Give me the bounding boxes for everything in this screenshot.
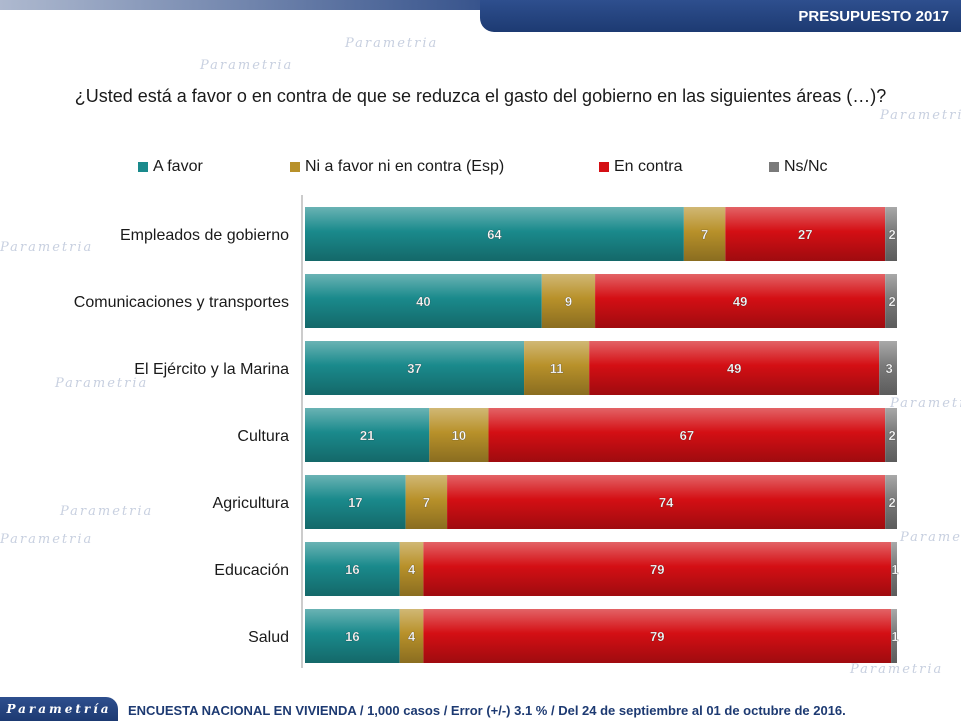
bar-segment bbox=[488, 408, 886, 462]
data-label: 67 bbox=[680, 428, 694, 443]
data-label: 79 bbox=[650, 562, 664, 577]
data-label: 7 bbox=[423, 495, 430, 510]
data-label: 27 bbox=[798, 227, 812, 242]
bar-segment bbox=[423, 609, 892, 663]
watermark: Parametria bbox=[0, 240, 94, 255]
legend-swatch bbox=[290, 162, 300, 172]
legend-label: Ni a favor ni en contra (Esp) bbox=[305, 158, 505, 175]
legend-item-en-contra: En contra bbox=[599, 158, 682, 176]
data-label: 1 bbox=[891, 629, 898, 644]
data-label: 40 bbox=[416, 294, 430, 309]
bar-segment bbox=[447, 475, 886, 529]
bar-segment bbox=[885, 274, 897, 328]
chart-legend: A favor Ni a favor ni en contra (Esp) En… bbox=[0, 158, 961, 180]
legend-label: A favor bbox=[153, 158, 203, 175]
category-label: El Ejército y la Marina bbox=[134, 361, 289, 378]
legend-item-ns-nc: Ns/Nc bbox=[769, 158, 828, 176]
watermark: Parametria bbox=[850, 662, 944, 677]
data-label: 16 bbox=[345, 629, 359, 644]
watermark: Parametria bbox=[60, 504, 154, 519]
bar-segment bbox=[305, 408, 430, 462]
bar-segment bbox=[683, 207, 726, 261]
legend-swatch bbox=[599, 162, 609, 172]
legend-label: Ns/Nc bbox=[784, 158, 828, 175]
bar-segment bbox=[885, 408, 897, 462]
data-label: 79 bbox=[650, 629, 664, 644]
data-label: 2 bbox=[888, 227, 895, 242]
data-label: 3 bbox=[886, 361, 893, 376]
report-badge: PRESUPUESTO 2017 bbox=[480, 0, 961, 32]
chart-title: ¿Usted está a favor o en contra de que s… bbox=[74, 86, 887, 106]
bar-segment bbox=[399, 542, 424, 596]
data-label: 9 bbox=[565, 294, 572, 309]
bar-segment bbox=[305, 609, 400, 663]
watermark: Parametria bbox=[880, 108, 961, 123]
legend-label: En contra bbox=[614, 158, 683, 175]
data-label: 10 bbox=[452, 428, 466, 443]
category-label: Salud bbox=[248, 629, 289, 646]
report-badge-label: PRESUPUESTO 2017 bbox=[798, 7, 949, 25]
bar-segment bbox=[885, 475, 897, 529]
bar-segment bbox=[405, 475, 448, 529]
watermark: Parametria bbox=[200, 58, 294, 73]
data-label: 17 bbox=[348, 495, 362, 510]
stacked-bar-chart: Empleados de gobierno 64 7 27 2Comunicacione… bbox=[74, 195, 899, 668]
data-label: 21 bbox=[360, 428, 374, 443]
category-label: Comunicaciones y transportes bbox=[74, 294, 289, 311]
data-label: 1 bbox=[891, 562, 898, 577]
bar-segment bbox=[423, 542, 892, 596]
watermark: Parametria bbox=[55, 376, 149, 391]
bar-segment bbox=[541, 274, 596, 328]
footer-logo: Parametría bbox=[0, 697, 118, 721]
data-label: 49 bbox=[727, 361, 741, 376]
bar-segment bbox=[305, 341, 525, 395]
legend-swatch bbox=[769, 162, 779, 172]
watermark: Parametria bbox=[890, 396, 961, 411]
legend-item-neutral: Ni a favor ni en contra (Esp) bbox=[290, 158, 504, 176]
data-label: 37 bbox=[407, 361, 421, 376]
bar-segment bbox=[305, 475, 406, 529]
bar-segment bbox=[891, 609, 897, 663]
bar-segment bbox=[305, 274, 542, 328]
watermark: Parametria bbox=[345, 36, 439, 51]
bar-segment bbox=[305, 542, 400, 596]
bar-segment bbox=[595, 274, 886, 328]
watermark: Parametria bbox=[900, 530, 961, 545]
data-label: 2 bbox=[888, 294, 895, 309]
data-label: 16 bbox=[345, 562, 359, 577]
watermark: Parametria bbox=[0, 532, 94, 547]
bar-segment bbox=[891, 542, 897, 596]
category-label: Agricultura bbox=[213, 495, 290, 512]
data-label: 64 bbox=[487, 227, 502, 242]
bar-segment bbox=[589, 341, 880, 395]
bar-segment bbox=[305, 207, 684, 261]
data-label: 74 bbox=[659, 495, 674, 510]
data-label: 2 bbox=[888, 495, 895, 510]
data-label: 2 bbox=[888, 428, 895, 443]
data-label: 4 bbox=[408, 562, 416, 577]
legend-swatch bbox=[138, 162, 148, 172]
bar-segment bbox=[524, 341, 590, 395]
bar-segment bbox=[885, 207, 897, 261]
category-label: Cultura bbox=[237, 428, 289, 445]
bar-segment bbox=[879, 341, 897, 395]
category-label: Empleados de gobierno bbox=[120, 227, 289, 244]
data-label: 7 bbox=[701, 227, 708, 242]
bar-segment bbox=[399, 609, 424, 663]
footer-note: ENCUESTA NACIONAL EN VIVIENDA / 1,000 ca… bbox=[128, 703, 846, 718]
data-label: 11 bbox=[550, 361, 564, 376]
bar-segment bbox=[725, 207, 886, 261]
category-label: Educación bbox=[214, 562, 289, 579]
bar-segment bbox=[429, 408, 489, 462]
legend-item-a-favor: A favor bbox=[138, 158, 203, 176]
data-label: 4 bbox=[408, 629, 416, 644]
data-label: 49 bbox=[733, 294, 747, 309]
